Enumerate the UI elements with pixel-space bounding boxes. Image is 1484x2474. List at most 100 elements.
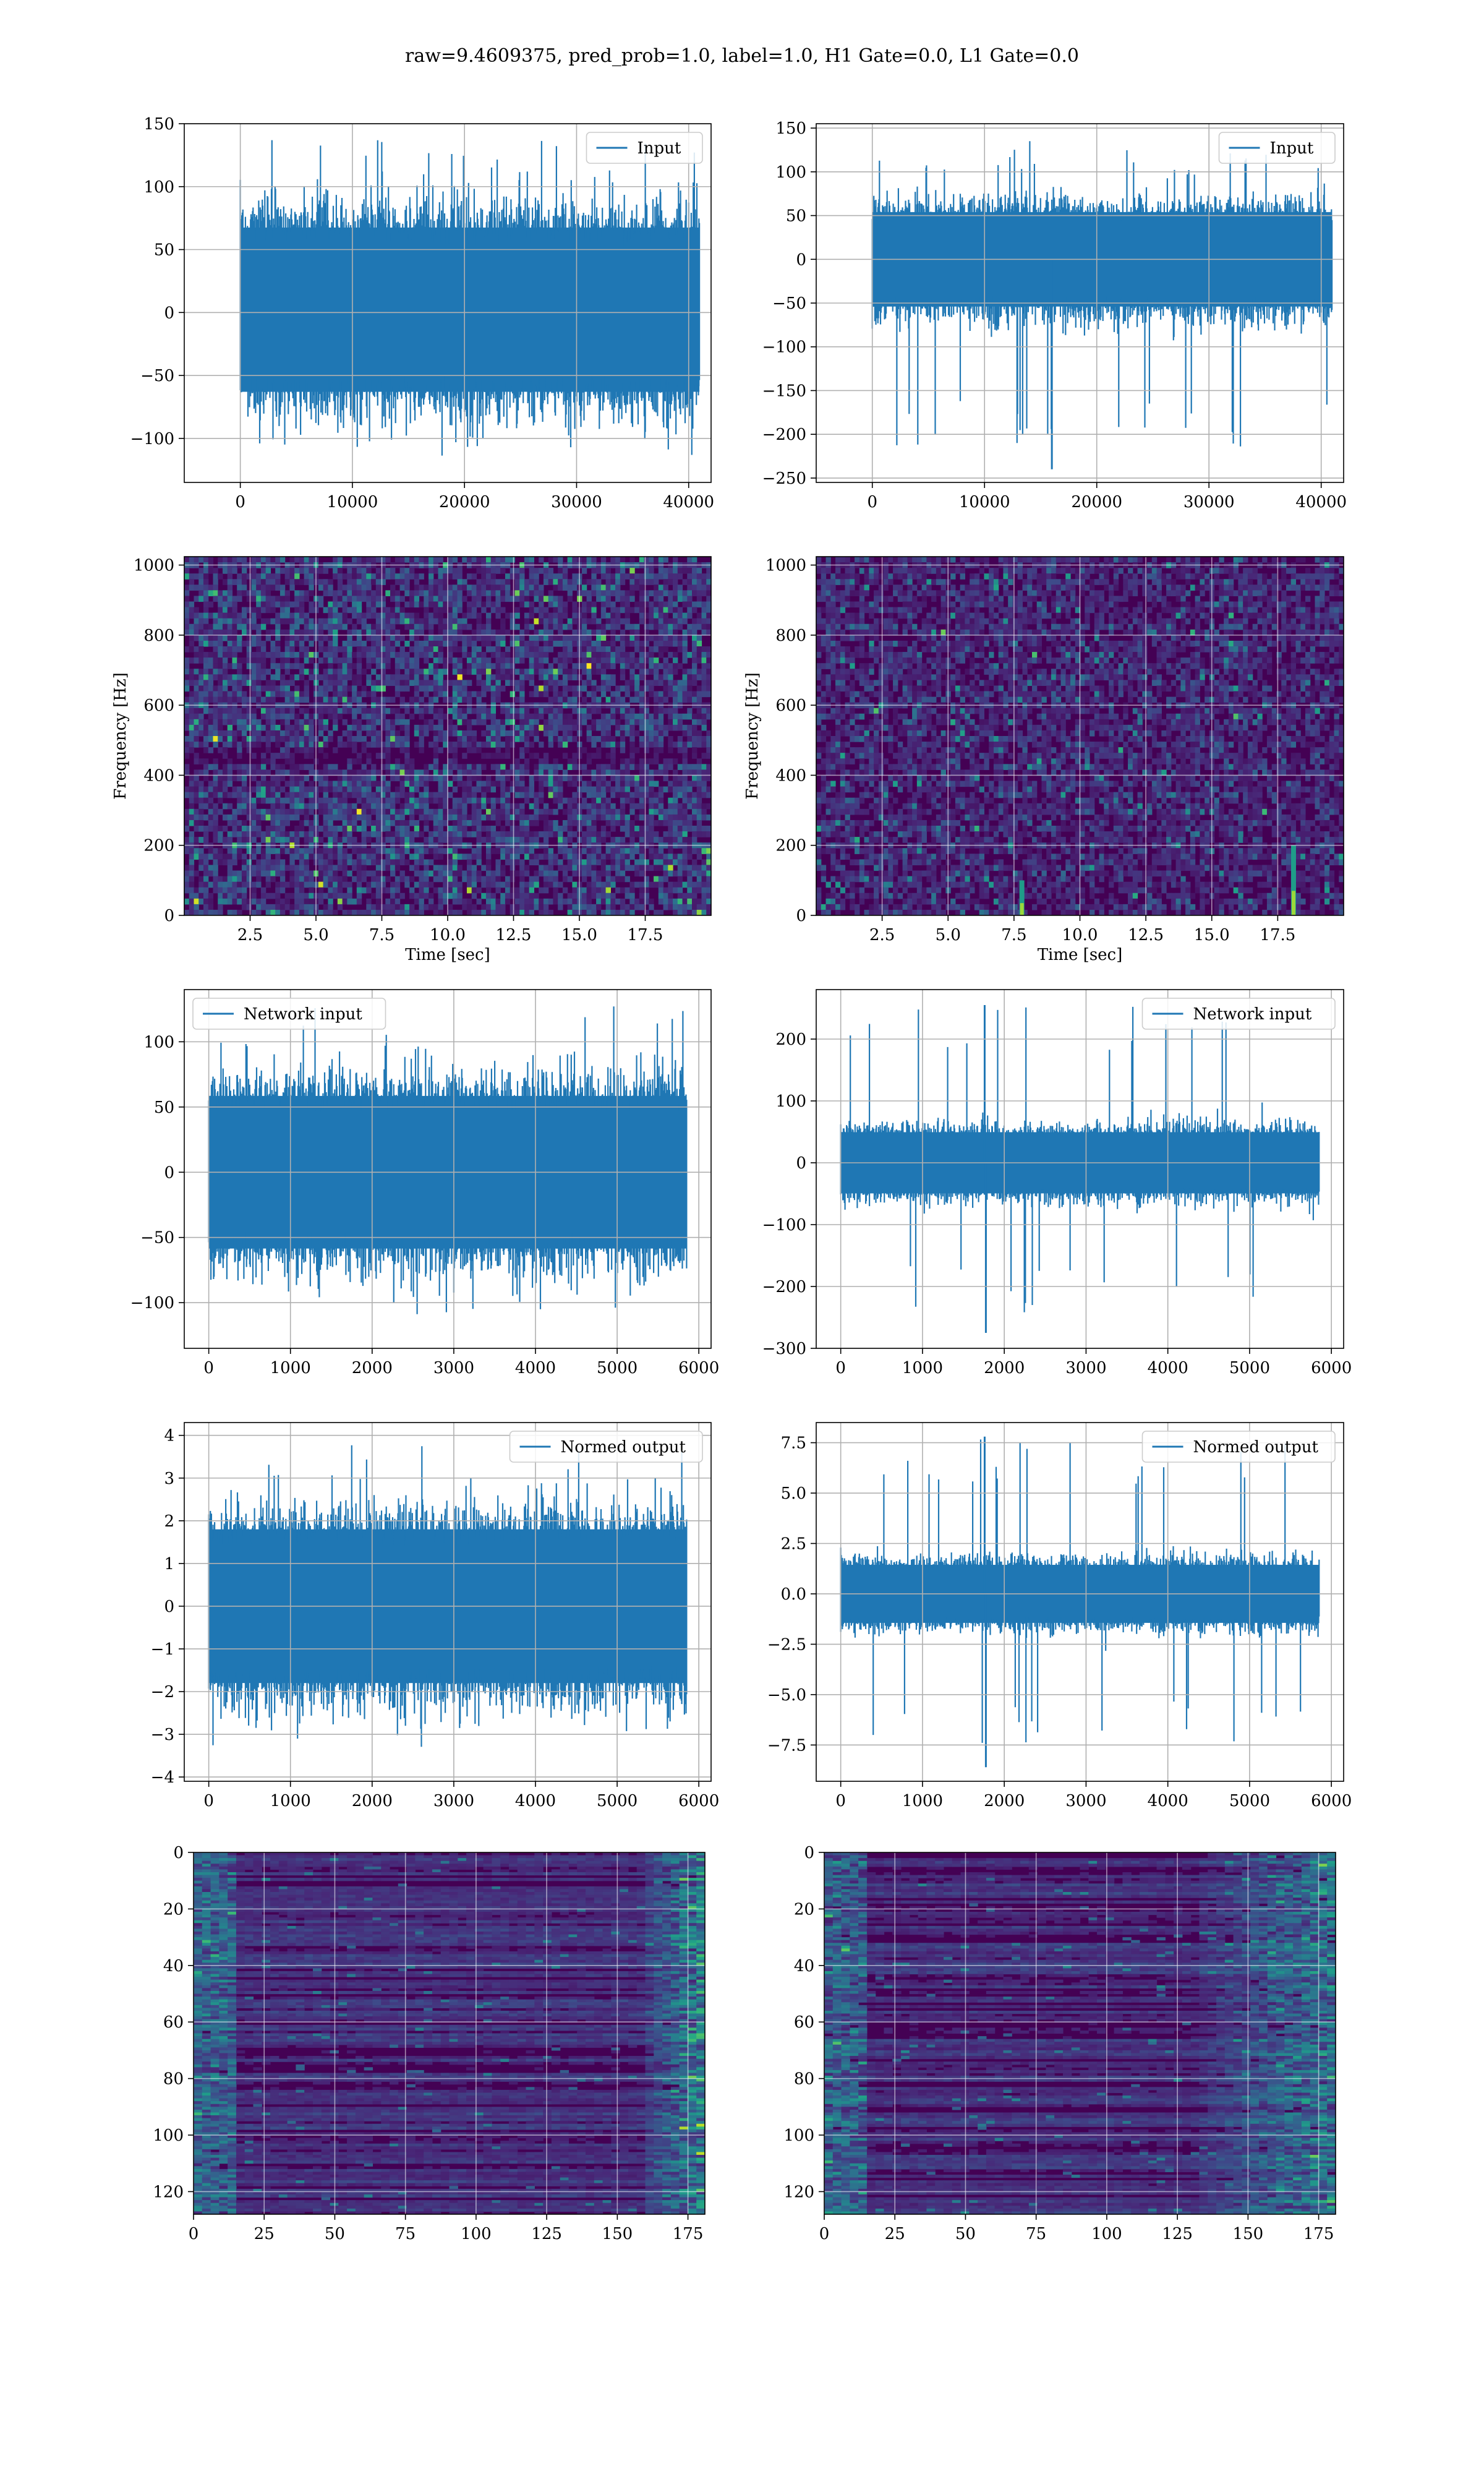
l1-input-legend: Input: [1218, 132, 1336, 164]
heatmap-cell: [629, 596, 635, 602]
heatmap-cell: [548, 730, 553, 737]
heatmap-cell: [505, 831, 511, 837]
heatmap-cell: [649, 803, 654, 810]
heatmap-cell: [184, 646, 190, 653]
heatmap-cell: [328, 629, 333, 636]
heatmap-cell: [519, 713, 525, 720]
heatmap-cell: [692, 797, 697, 804]
heatmap-cell: [687, 708, 693, 714]
heatmap-cell: [371, 685, 377, 692]
heatmap-cell: [539, 775, 544, 782]
heatmap-cell: [696, 848, 702, 854]
heatmap-cell: [476, 623, 482, 630]
heatmap-cell: [706, 708, 711, 714]
heatmap-cell: [184, 607, 190, 614]
heatmap-cell: [304, 848, 309, 854]
heatmap-cell: [256, 719, 262, 726]
heatmap-cell: [203, 831, 209, 837]
heatmap-cell: [548, 848, 553, 854]
heatmap-cell: [399, 719, 405, 726]
heatmap-cell: [485, 865, 492, 871]
heatmap-cell: [246, 797, 252, 804]
heatmap-cell: [342, 870, 348, 877]
heatmap-cell: [289, 640, 295, 647]
heatmap-cell: [644, 758, 649, 764]
heatmap-cell: [366, 742, 372, 748]
heatmap-cell: [471, 848, 477, 854]
heatmap-cell: [610, 635, 616, 641]
heatmap-cell: [696, 854, 702, 860]
heatmap-cell: [299, 590, 305, 597]
heatmap-cell: [701, 848, 707, 854]
heatmap-cell: [500, 786, 506, 793]
heatmap-cell: [519, 646, 525, 653]
heatmap-cell: [457, 568, 463, 574]
heatmap-cell: [347, 696, 352, 703]
heatmap-cell: [649, 691, 654, 698]
heatmap-cell: [203, 635, 209, 641]
x-tick-label: 10000: [327, 493, 378, 511]
heatmap-cell: [476, 696, 482, 703]
heatmap-cell: [409, 596, 415, 602]
heatmap-cell: [237, 764, 242, 770]
heatmap-cell: [471, 870, 477, 877]
heatmap-cell: [558, 573, 563, 580]
heatmap-cell: [265, 680, 271, 687]
heatmap-cell: [534, 792, 539, 798]
heatmap-cell: [375, 601, 382, 608]
heatmap-cell: [692, 669, 697, 675]
heatmap-cell: [284, 747, 290, 753]
heatmap-cell: [644, 601, 649, 608]
heatmap-cell: [673, 612, 678, 619]
heatmap-cell: [558, 568, 563, 574]
heatmap-cell: [534, 797, 539, 804]
heatmap-cell: [394, 736, 401, 742]
heatmap-cell: [596, 618, 602, 625]
heatmap-cell: [529, 781, 535, 787]
heatmap-cell: [510, 568, 516, 574]
heatmap-cell: [304, 730, 309, 737]
heatmap-cell: [596, 652, 602, 658]
heatmap-cell: [198, 623, 204, 630]
heatmap-cell: [394, 713, 401, 720]
heatmap-cell: [634, 786, 640, 793]
heatmap-cell: [270, 663, 276, 669]
heatmap-cell: [237, 623, 242, 630]
heatmap-cell: [294, 876, 300, 883]
heatmap-cell: [581, 590, 587, 597]
heatmap-cell: [237, 708, 242, 714]
heatmap-cell: [562, 657, 568, 664]
heatmap-cell: [232, 652, 237, 658]
heatmap-cell: [323, 584, 328, 591]
l1-input-series-line: [871, 141, 1333, 447]
heatmap-cell: [625, 590, 630, 597]
heatmap-cell: [634, 764, 640, 770]
heatmap-cell: [294, 618, 300, 625]
heatmap-cell: [270, 601, 276, 608]
heatmap-cell: [673, 557, 678, 563]
heatmap-cell: [270, 607, 276, 614]
heatmap-cell: [227, 837, 233, 843]
heatmap-cell: [605, 663, 611, 669]
heatmap-cell: [558, 831, 563, 837]
heatmap-cell: [218, 730, 223, 737]
heatmap-cell: [658, 848, 664, 854]
legend-label: Input: [638, 139, 681, 158]
heatmap-cell: [299, 797, 305, 804]
heatmap-cell: [390, 742, 396, 748]
heatmap-cell: [304, 786, 309, 793]
heatmap-cell: [495, 775, 501, 782]
heatmap-cell: [644, 629, 649, 636]
heatmap-cell: [543, 865, 549, 871]
heatmap-cell: [658, 854, 664, 860]
heatmap-cell: [485, 579, 492, 585]
heatmap-cell: [514, 859, 520, 866]
heatmap-cell: [299, 848, 305, 854]
heatmap-cell: [519, 674, 525, 680]
heatmap-cell: [198, 826, 204, 832]
heatmap-cell: [318, 848, 324, 854]
heatmap-cell: [390, 792, 396, 798]
heatmap-cell: [581, 557, 587, 563]
heatmap-cell: [251, 685, 257, 692]
heatmap-cell: [352, 814, 357, 821]
